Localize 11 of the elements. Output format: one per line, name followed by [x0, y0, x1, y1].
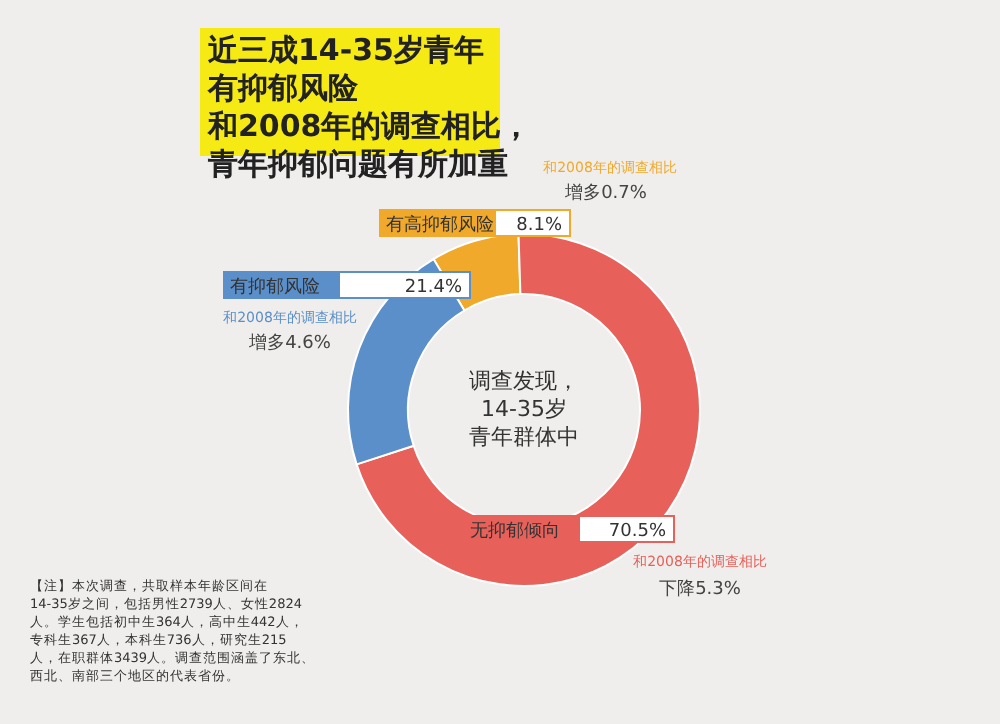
- slice-label: 有抑郁风险: [230, 276, 320, 298]
- slice-label: 无抑郁倾向: [470, 520, 560, 542]
- chart-title: 近三成14-35岁青年有抑郁风险和2008年的调查相比，青年抑郁问题有所加重: [206, 32, 532, 182]
- text: 增多0.7%: [563, 182, 648, 204]
- data-label: 21.4%: [404, 278, 463, 298]
- text: 下降5.3%: [659, 578, 742, 600]
- text: 调查发现，14-35岁青年群体中: [469, 368, 579, 450]
- data-label: 8.1%: [516, 216, 563, 236]
- slice-label: 有高抑郁风险: [386, 214, 494, 236]
- text: 增多4.6%: [247, 332, 332, 354]
- data-label: 70.5%: [608, 522, 667, 542]
